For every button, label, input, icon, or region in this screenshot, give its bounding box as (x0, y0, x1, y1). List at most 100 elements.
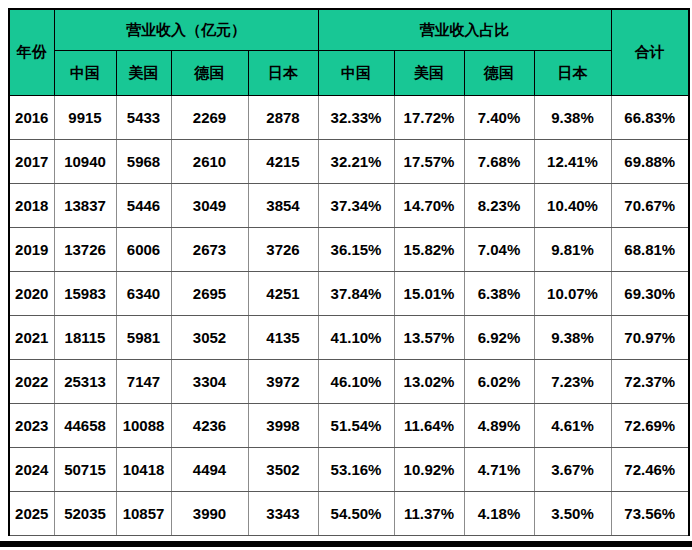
revenue-cell: 7147 (116, 360, 171, 404)
share-cell: 7.40% (464, 96, 534, 140)
year-cell: 2019 (9, 228, 54, 272)
revenue-cell: 3990 (171, 492, 248, 536)
share-cell: 9.38% (534, 316, 611, 360)
share-cell: 7.04% (464, 228, 534, 272)
revenue-group-header: 营业收入（亿元） (54, 9, 318, 51)
year-cell: 2023 (9, 404, 54, 448)
revenue-cell: 13837 (54, 184, 116, 228)
share-cell: 17.57% (394, 140, 464, 184)
revenue-cell: 3998 (248, 404, 318, 448)
share-cell: 13.57% (394, 316, 464, 360)
table-row: 2022 25313 7147 3304 3972 46.10% 13.02% … (9, 360, 689, 404)
revenue-cell: 4251 (248, 272, 318, 316)
revenue-cell: 4494 (171, 448, 248, 492)
share-cell: 11.37% (394, 492, 464, 536)
revenue-cell: 25313 (54, 360, 116, 404)
total-cell: 68.81% (611, 228, 689, 272)
revenue-cell: 2673 (171, 228, 248, 272)
table-row: 2025 52035 10857 3990 3343 54.50% 11.37%… (9, 492, 689, 536)
share-country-header-china: 中国 (318, 51, 394, 96)
revenue-cell: 2695 (171, 272, 248, 316)
share-cell: 8.23% (464, 184, 534, 228)
revenue-cell: 3052 (171, 316, 248, 360)
share-cell: 51.54% (318, 404, 394, 448)
share-cell: 37.34% (318, 184, 394, 228)
share-country-header-usa: 美国 (394, 51, 464, 96)
share-cell: 32.33% (318, 96, 394, 140)
year-cell: 2022 (9, 360, 54, 404)
share-cell: 3.50% (534, 492, 611, 536)
revenue-country-header-usa: 美国 (116, 51, 171, 96)
year-cell: 2021 (9, 316, 54, 360)
total-cell: 69.88% (611, 140, 689, 184)
share-cell: 15.82% (394, 228, 464, 272)
revenue-cell: 4135 (248, 316, 318, 360)
revenue-cell: 3502 (248, 448, 318, 492)
share-cell: 4.61% (534, 404, 611, 448)
share-cell: 32.21% (318, 140, 394, 184)
revenue-cell: 5981 (116, 316, 171, 360)
revenue-cell: 52035 (54, 492, 116, 536)
share-cell: 10.92% (394, 448, 464, 492)
revenue-cell: 44658 (54, 404, 116, 448)
revenue-cell: 4236 (171, 404, 248, 448)
year-cell: 2018 (9, 184, 54, 228)
share-cell: 54.50% (318, 492, 394, 536)
share-cell: 4.89% (464, 404, 534, 448)
total-cell: 72.37% (611, 360, 689, 404)
revenue-country-header-germany: 德国 (171, 51, 248, 96)
share-cell: 10.07% (534, 272, 611, 316)
share-cell: 37.84% (318, 272, 394, 316)
share-cell: 10.40% (534, 184, 611, 228)
share-cell: 46.10% (318, 360, 394, 404)
share-cell: 12.41% (534, 140, 611, 184)
revenue-cell: 3343 (248, 492, 318, 536)
total-cell: 66.83% (611, 96, 689, 140)
revenue-cell: 5446 (116, 184, 171, 228)
header-row-countries: 中国 美国 德国 日本 中国 美国 德国 日本 (9, 51, 689, 96)
share-cell: 4.18% (464, 492, 534, 536)
share-cell: 7.23% (534, 360, 611, 404)
year-cell: 2016 (9, 96, 54, 140)
share-cell: 11.64% (394, 404, 464, 448)
revenue-cell: 18115 (54, 316, 116, 360)
share-cell: 4.71% (464, 448, 534, 492)
year-cell: 2017 (9, 140, 54, 184)
header-row-groups: 年份 营业收入（亿元） 营业收入占比 合计 (9, 9, 689, 51)
table-header: 年份 营业收入（亿元） 营业收入占比 合计 中国 美国 德国 日本 中国 美国 … (9, 9, 689, 96)
table-row: 2018 13837 5446 3049 3854 37.34% 14.70% … (9, 184, 689, 228)
share-cell: 41.10% (318, 316, 394, 360)
share-cell: 36.15% (318, 228, 394, 272)
revenue-cell: 3726 (248, 228, 318, 272)
revenue-cell: 50715 (54, 448, 116, 492)
share-cell: 53.16% (318, 448, 394, 492)
total-cell: 69.30% (611, 272, 689, 316)
table-row: 2020 15983 6340 2695 4251 37.84% 15.01% … (9, 272, 689, 316)
revenue-cell: 2610 (171, 140, 248, 184)
revenue-cell: 5968 (116, 140, 171, 184)
revenue-cell: 15983 (54, 272, 116, 316)
table-row: 2023 44658 10088 4236 3998 51.54% 11.64%… (9, 404, 689, 448)
revenue-cell: 2269 (171, 96, 248, 140)
revenue-cell: 3049 (171, 184, 248, 228)
revenue-cell: 4215 (248, 140, 318, 184)
year-cell: 2024 (9, 448, 54, 492)
total-cell: 72.46% (611, 448, 689, 492)
revenue-cell: 6006 (116, 228, 171, 272)
page-canvas: 年份 营业收入（亿元） 营业收入占比 合计 中国 美国 德国 日本 中国 美国 … (0, 0, 692, 550)
table-row: 2017 10940 5968 2610 4215 32.21% 17.57% … (9, 140, 689, 184)
total-cell: 70.67% (611, 184, 689, 228)
revenue-cell: 3304 (171, 360, 248, 404)
share-cell: 13.02% (394, 360, 464, 404)
share-cell: 9.81% (534, 228, 611, 272)
share-cell: 6.02% (464, 360, 534, 404)
share-cell: 7.68% (464, 140, 534, 184)
revenue-cell: 10088 (116, 404, 171, 448)
share-cell: 6.92% (464, 316, 534, 360)
revenue-table: 年份 营业收入（亿元） 营业收入占比 合计 中国 美国 德国 日本 中国 美国 … (8, 8, 690, 536)
share-cell: 9.38% (534, 96, 611, 140)
share-group-header: 营业收入占比 (318, 9, 611, 51)
revenue-cell: 10418 (116, 448, 171, 492)
revenue-cell: 13726 (54, 228, 116, 272)
revenue-country-header-china: 中国 (54, 51, 116, 96)
